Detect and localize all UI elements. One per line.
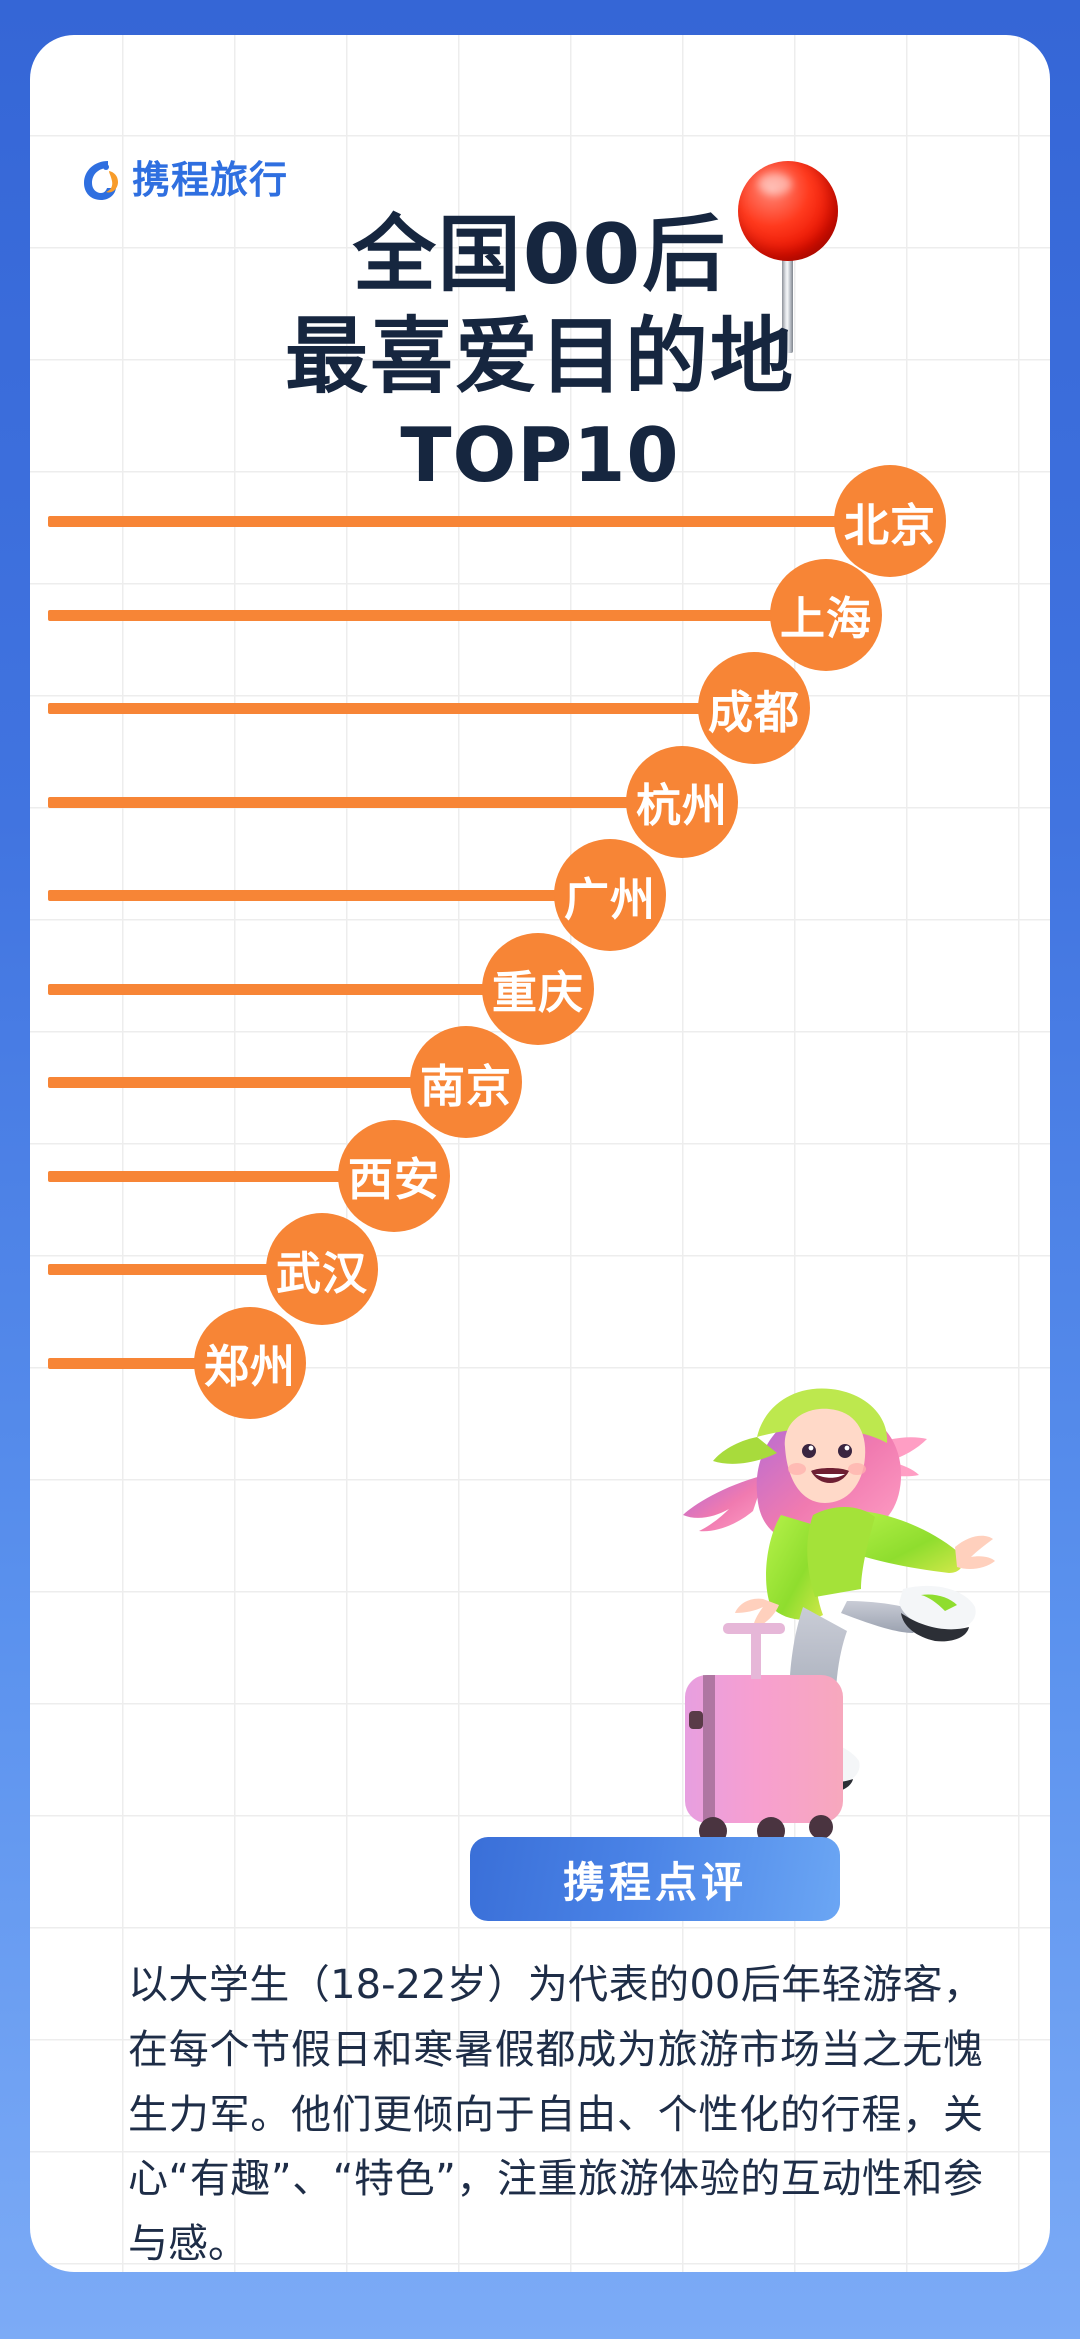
chart-row: 重庆	[30, 932, 1050, 1045]
ranking-bar-chart: 北京 上海 成都 杭州 广州 重庆 南京 西安 武汉 郑州	[30, 465, 1050, 1419]
title-line-1: 全国00后	[352, 206, 728, 303]
chart-row: 郑州	[30, 1306, 1050, 1419]
ctrip-review-button[interactable]: 携程点评	[470, 1837, 840, 1921]
chart-bar	[48, 983, 496, 995]
map-pin-icon	[730, 153, 850, 353]
chart-bar	[48, 703, 712, 714]
chart-row: 上海	[30, 558, 1050, 671]
city-label-bubble[interactable]: 重庆	[482, 932, 594, 1045]
title-line-3: TOP10	[400, 411, 680, 499]
chart-row: 广州	[30, 839, 1050, 951]
city-label-bubble[interactable]: 上海	[770, 558, 882, 671]
logo-wordmark: 携程旅行	[132, 158, 289, 202]
infographic-card: 携程旅行 全国00后 最喜爱目的地 TOP10 北京 上海 成都 杭州 广州 重庆 南京 西安…	[30, 35, 1050, 2272]
city-label-bubble[interactable]: 西安	[338, 1119, 450, 1232]
city-label-bubble[interactable]: 成都	[698, 652, 810, 764]
chart-row: 武汉	[30, 1213, 1050, 1325]
city-label-bubble[interactable]: 广州	[554, 839, 666, 951]
city-label-bubble[interactable]: 武汉	[266, 1213, 378, 1325]
title-line-2: 最喜爱目的地	[285, 308, 795, 405]
city-label-bubble[interactable]: 北京	[834, 465, 946, 577]
chart-bar	[48, 1264, 280, 1275]
dolphin-icon	[78, 157, 122, 203]
chart-row: 北京	[30, 465, 1050, 577]
chart-bar	[48, 516, 848, 527]
pin-stem	[782, 249, 793, 353]
chart-row: 成都	[30, 652, 1050, 764]
city-label-bubble[interactable]: 南京	[410, 1026, 522, 1138]
traveler-girl-illustration	[645, 1375, 1005, 1845]
pin-head	[738, 161, 838, 261]
chart-row: 杭州	[30, 745, 1050, 858]
chart-bar	[48, 1357, 208, 1369]
city-label-bubble[interactable]: 杭州	[626, 745, 738, 858]
chart-bar	[48, 796, 640, 808]
chart-bar	[48, 1170, 352, 1182]
city-label-bubble[interactable]: 郑州	[194, 1306, 306, 1419]
chart-row: 南京	[30, 1026, 1050, 1138]
ctrip-logo[interactable]: 携程旅行	[78, 157, 288, 203]
chart-bar	[48, 1077, 424, 1088]
summary-paragraph: 以大学生（18-22岁）为代表的00后年轻游客，在每个节假日和寒暑假都成为旅游市…	[128, 1962, 983, 2268]
chart-bar	[48, 890, 568, 901]
chart-row: 西安	[30, 1119, 1050, 1232]
chart-bar	[48, 609, 784, 621]
page-title: 全国00后 最喜爱目的地 TOP10	[30, 213, 1050, 493]
